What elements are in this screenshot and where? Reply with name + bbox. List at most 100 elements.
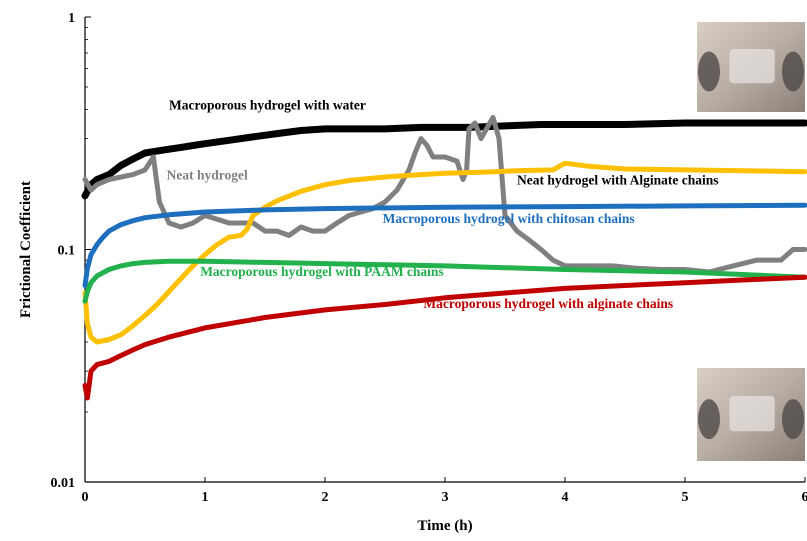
data-point [157, 199, 162, 205]
data-point [538, 247, 544, 252]
data-point [418, 172, 424, 177]
data-point [802, 203, 807, 208]
series-label: Neat hydrogel [167, 168, 248, 183]
data-point [142, 167, 148, 173]
data-point [238, 220, 244, 226]
data-point [562, 267, 568, 272]
x-tick-label: 0 [82, 490, 89, 505]
data-point [496, 136, 502, 141]
series-line-neat-hydrogel-with-alginate-chains [82, 160, 807, 345]
data-point [118, 332, 124, 337]
y-tick-label: 0.1 [58, 244, 76, 259]
series-label: Macroporous hydrogel with water [169, 98, 366, 113]
data-point [106, 337, 112, 342]
data-point [82, 383, 88, 388]
data-point [586, 164, 592, 169]
x-tick-label: 5 [682, 490, 689, 505]
data-point [106, 171, 112, 178]
data-point [88, 280, 94, 285]
data-point [142, 342, 148, 347]
data-point [298, 189, 304, 194]
data-point [778, 257, 784, 263]
data-point [106, 267, 112, 272]
data-point [202, 259, 208, 264]
data-point [88, 187, 94, 193]
data-point [742, 120, 748, 127]
data-point [274, 130, 280, 137]
plot-area: 0 1 2 3 4 5 6 0.01 0.1 1 Macroporous hydrogel wi… [51, 11, 807, 505]
data-point [82, 192, 88, 199]
data-point [226, 234, 232, 240]
data-point [802, 120, 807, 127]
data-point [142, 313, 148, 318]
data-point [442, 295, 448, 300]
data-point [478, 170, 484, 175]
data-point [130, 156, 136, 163]
data-point [526, 237, 532, 243]
data-point [118, 174, 124, 180]
data-point [118, 222, 124, 227]
data-point [346, 213, 352, 218]
data-point [178, 144, 184, 151]
data-point [202, 252, 208, 257]
data-point [85, 395, 90, 401]
data-point [88, 252, 94, 257]
data-point [214, 216, 220, 222]
data-point [682, 280, 688, 285]
data-point [790, 247, 796, 252]
data-point [250, 133, 256, 140]
data-point [562, 204, 568, 209]
x-tick-label: 3 [442, 490, 449, 505]
data-point [538, 121, 544, 128]
data-point [298, 224, 304, 230]
data-point [85, 321, 90, 326]
data-point [478, 136, 484, 141]
data-point [322, 307, 328, 313]
data-point [88, 368, 94, 374]
data-point [442, 170, 448, 176]
data-point [418, 124, 424, 131]
data-point [454, 158, 460, 164]
x-axis-title: Time (h) [417, 518, 472, 534]
data-point [466, 126, 472, 132]
data-point [502, 290, 508, 296]
data-point [94, 176, 100, 183]
inset-photos [697, 22, 805, 461]
data-point [214, 242, 220, 247]
data-point [118, 162, 124, 169]
data-point [274, 228, 280, 234]
x-tick-label: 6 [802, 490, 807, 505]
data-point [382, 302, 388, 307]
data-point [166, 259, 172, 264]
data-point [322, 125, 328, 132]
series-label: Macroporous hydrogel with PAAM chains [200, 264, 444, 279]
data-point [130, 218, 136, 223]
data-point [322, 182, 328, 187]
data-point [382, 199, 388, 205]
series-labels: Macroporous hydrogel with water Neat hydr… [167, 98, 719, 312]
data-point [730, 263, 736, 269]
data-point [442, 154, 448, 160]
x-tick-label: 1 [202, 490, 209, 505]
data-point [586, 263, 592, 269]
data-point [412, 150, 418, 156]
data-point [118, 353, 124, 358]
series-line-neat-hydrogel [82, 114, 807, 275]
data-point [244, 227, 250, 232]
data-point [190, 220, 196, 226]
data-point [610, 263, 616, 269]
data-point [130, 323, 136, 328]
data-point [514, 228, 520, 234]
data-point [94, 362, 100, 367]
y-ticks: 0.01 0.1 1 [51, 11, 91, 491]
series-layer [81, 114, 807, 401]
y-tick-label: 0.01 [51, 476, 76, 491]
data-point [550, 167, 556, 173]
data-point [742, 168, 748, 174]
data-point [298, 127, 304, 134]
data-point [406, 167, 412, 173]
y-tick-label: 1 [68, 11, 75, 26]
top-right-hydrogel-photo [697, 22, 805, 112]
data-point [382, 174, 388, 180]
data-point [142, 260, 148, 265]
